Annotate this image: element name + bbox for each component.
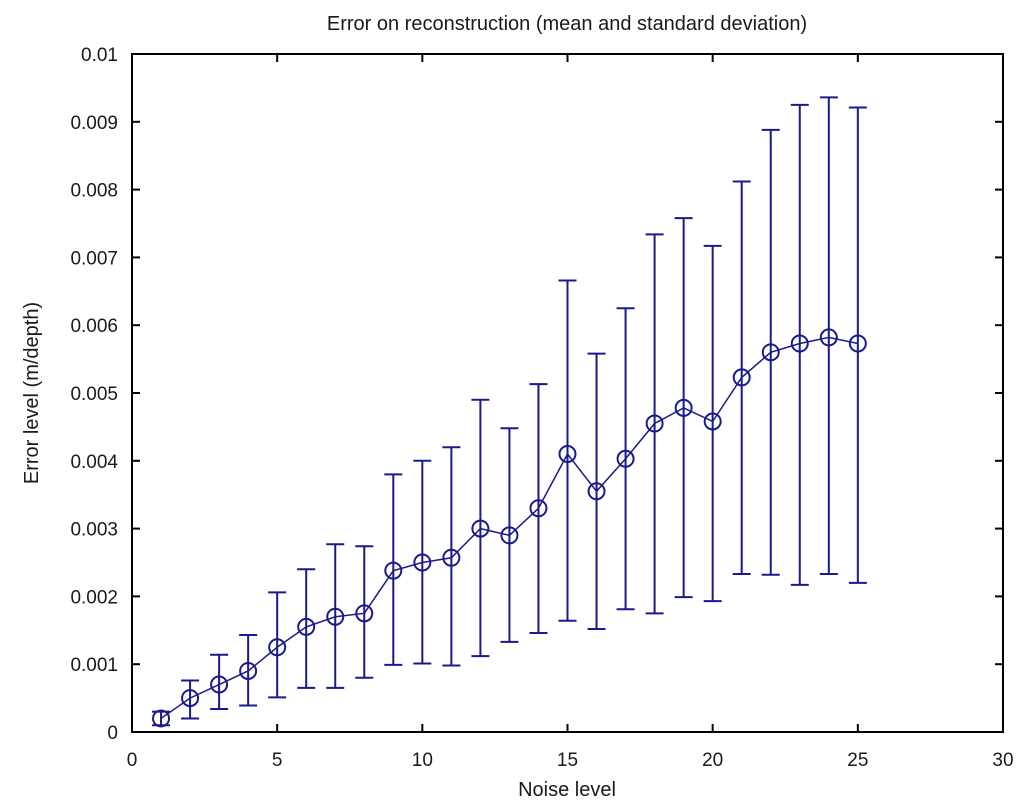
x-tick-label: 25	[847, 750, 868, 771]
y-tick-label: 0.004	[70, 452, 118, 473]
data-point-marker	[848, 334, 867, 353]
data-point-marker	[152, 709, 171, 728]
data-point-marker	[645, 414, 664, 433]
data-point-marker	[761, 343, 780, 362]
data-point-marker	[616, 449, 635, 468]
y-tick-label: 0.001	[70, 655, 118, 676]
x-tick-label: 10	[412, 750, 433, 771]
y-tick-label: 0.006	[70, 316, 118, 337]
data-point-marker	[819, 328, 838, 347]
y-tick-label: 0.002	[70, 587, 118, 608]
data-point-marker	[703, 412, 722, 431]
data-point-marker	[210, 675, 229, 694]
x-tick-label: 30	[992, 750, 1013, 771]
data-point-marker	[674, 398, 693, 417]
y-tick-label: 0.007	[70, 248, 118, 269]
y-axis-label: Error level (m/depth)	[21, 302, 43, 484]
data-point-marker	[529, 499, 548, 518]
y-tick-label: 0.01	[81, 45, 118, 66]
data-point-marker	[181, 689, 200, 708]
x-tick-label: 20	[702, 750, 723, 771]
y-tick-label: 0	[107, 723, 118, 744]
data-point-marker	[500, 526, 519, 545]
data-point-marker	[384, 561, 403, 580]
y-tick-label: 0.003	[70, 520, 118, 541]
y-tick-label: 0.009	[70, 113, 118, 134]
mean-line	[160, 336, 858, 720]
data-point-marker	[413, 553, 432, 572]
data-point-marker	[587, 482, 606, 501]
data-point-marker	[355, 604, 374, 623]
data-point-marker	[268, 638, 287, 657]
data-point-marker	[442, 548, 461, 567]
data-point-marker	[790, 334, 809, 353]
chart-title: Error on reconstruction (mean and standa…	[327, 13, 807, 35]
data-point-marker	[732, 368, 751, 387]
data-point-marker	[326, 607, 345, 626]
y-tick-label: 0.008	[70, 181, 118, 202]
x-tick-label: 15	[557, 750, 578, 771]
x-tick-label: 5	[272, 750, 283, 771]
data-point-marker	[239, 661, 258, 680]
data-point-marker	[297, 617, 316, 636]
data-point-marker	[558, 445, 577, 464]
x-tick-label: 0	[127, 750, 138, 771]
y-tick-label: 0.005	[70, 384, 118, 405]
x-axis-label: Noise level	[518, 779, 616, 801]
data-point-marker	[471, 519, 490, 538]
